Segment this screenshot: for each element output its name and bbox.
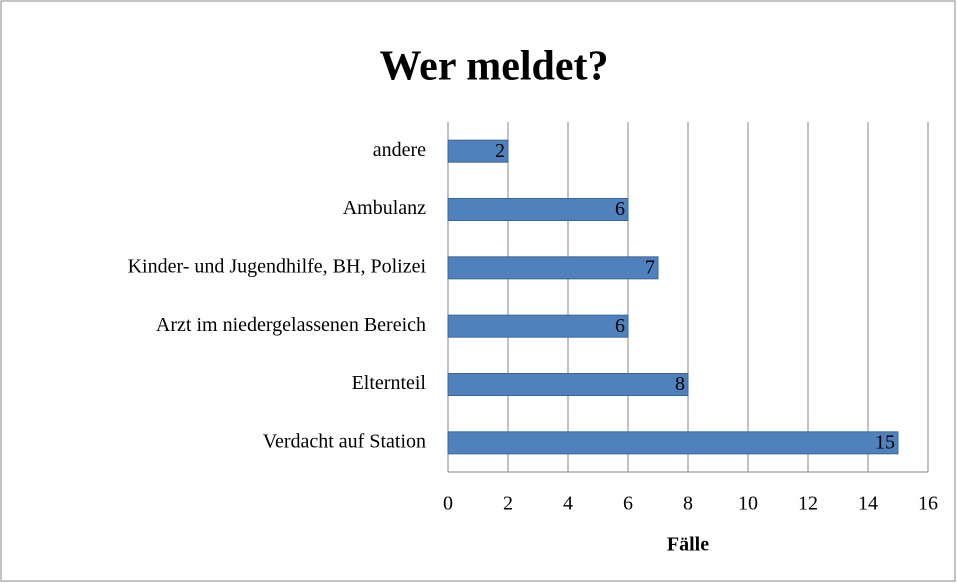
data-label: 8 (675, 373, 685, 395)
x-tick-label: 8 (683, 493, 693, 515)
bar (447, 139, 509, 163)
x-axis-title: Fälle (667, 534, 709, 556)
x-tick-label: 12 (798, 493, 818, 515)
bar (447, 314, 629, 338)
y-tick-label: Elternteil (352, 372, 427, 394)
data-label: 15 (875, 431, 895, 453)
x-tick-label: 10 (738, 493, 758, 515)
bar (447, 198, 629, 221)
bar (447, 431, 899, 455)
x-tick-label: 6 (623, 493, 633, 515)
data-label: 7 (645, 256, 655, 278)
y-tick-label: andere (373, 139, 426, 161)
y-tick-label: Ambulanz (343, 197, 426, 219)
data-label: 6 (615, 198, 625, 220)
chart-title: Wer meldet? (380, 44, 609, 90)
y-tick-label: Kinder- und Jugendhilfe, BH, Polizei (128, 255, 427, 277)
data-label: 6 (615, 315, 625, 337)
y-tick-label: Verdacht auf Station (263, 430, 426, 452)
x-tick-label: 2 (503, 493, 513, 515)
bar (447, 373, 689, 396)
x-tick-label: 16 (918, 493, 938, 515)
x-tick-label: 14 (858, 493, 878, 515)
bar (447, 256, 659, 280)
x-tick-label: 4 (563, 493, 573, 515)
data-label: 2 (495, 140, 505, 162)
y-tick-label: Arzt im niedergelassenen Bereich (156, 314, 426, 336)
x-tick-label: 0 (443, 493, 453, 515)
